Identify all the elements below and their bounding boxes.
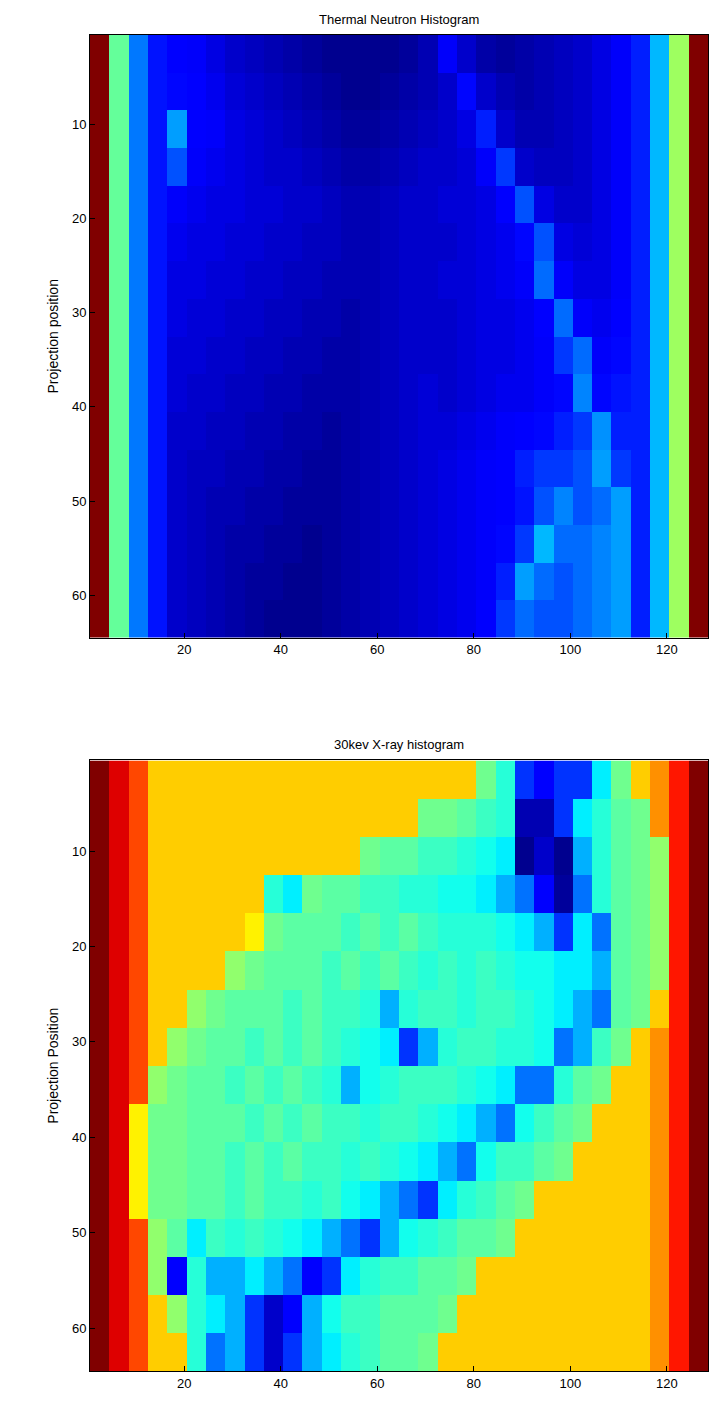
svg-text:Projection position: Projection position [45,279,61,393]
svg-text:30kev X-ray histogram: 30kev X-ray histogram [334,737,464,752]
svg-text:60: 60 [370,1376,384,1391]
svg-text:20: 20 [177,642,191,657]
svg-text:80: 80 [467,642,481,657]
svg-text:Projection Position: Projection Position [45,1008,61,1124]
svg-text:50: 50 [72,1225,86,1240]
svg-text:120: 120 [656,642,678,657]
svg-text:40: 40 [72,1130,86,1145]
svg-text:10: 10 [72,117,86,132]
svg-text:20: 20 [72,939,86,954]
svg-text:20: 20 [177,1376,191,1391]
svg-text:20: 20 [72,211,86,226]
svg-text:100: 100 [560,1376,582,1391]
svg-text:60: 60 [370,642,384,657]
svg-text:40: 40 [273,642,287,657]
svg-text:60: 60 [72,588,86,603]
svg-text:80: 80 [467,1376,481,1391]
svg-text:10: 10 [72,844,86,859]
svg-text:60: 60 [72,1321,86,1336]
svg-text:40: 40 [72,399,86,414]
svg-text:30: 30 [72,1034,86,1049]
svg-text:40: 40 [273,1376,287,1391]
svg-text:Thermal Neutron Histogram: Thermal Neutron Histogram [319,12,479,27]
svg-text:120: 120 [656,1376,678,1391]
svg-text:100: 100 [560,642,582,657]
svg-text:50: 50 [72,494,86,509]
svg-text:30: 30 [72,305,86,320]
